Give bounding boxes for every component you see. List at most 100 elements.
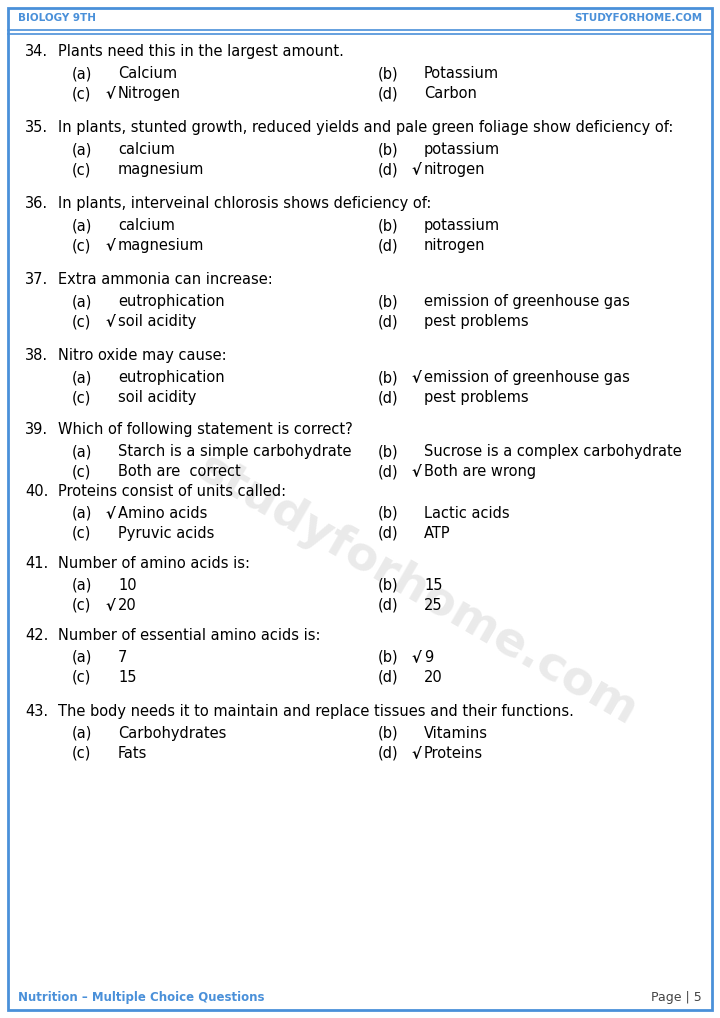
Text: √: √ — [411, 370, 420, 385]
Text: √: √ — [105, 314, 114, 329]
Text: In plants, stunted growth, reduced yields and pale green foliage show deficiency: In plants, stunted growth, reduced yield… — [58, 120, 673, 135]
Text: Fats: Fats — [118, 746, 148, 761]
Text: √: √ — [411, 464, 420, 479]
Text: calcium: calcium — [118, 218, 175, 233]
Text: 42.: 42. — [25, 628, 48, 643]
Text: (b): (b) — [378, 218, 399, 233]
Text: 41.: 41. — [25, 556, 48, 571]
Text: emission of greenhouse gas: emission of greenhouse gas — [424, 370, 630, 385]
Text: (d): (d) — [378, 238, 399, 253]
Text: eutrophication: eutrophication — [118, 294, 225, 309]
Text: BIOLOGY 9TH: BIOLOGY 9TH — [18, 13, 96, 23]
Text: In plants, interveinal chlorosis shows deficiency of:: In plants, interveinal chlorosis shows d… — [58, 196, 431, 211]
Text: ATP: ATP — [424, 526, 451, 541]
Text: Nitro oxide may cause:: Nitro oxide may cause: — [58, 348, 227, 363]
Text: √: √ — [105, 598, 114, 613]
Text: (a): (a) — [72, 578, 92, 593]
Text: (a): (a) — [72, 66, 92, 81]
Text: potassium: potassium — [424, 218, 500, 233]
Text: 35.: 35. — [25, 120, 48, 135]
Text: √: √ — [105, 238, 114, 253]
Text: (a): (a) — [72, 726, 92, 741]
Text: Number of essential amino acids is:: Number of essential amino acids is: — [58, 628, 320, 643]
Text: Proteins consist of units called:: Proteins consist of units called: — [58, 484, 286, 499]
Text: (d): (d) — [378, 526, 399, 541]
Text: (c): (c) — [72, 390, 91, 405]
Text: 20: 20 — [118, 598, 137, 613]
Text: Starch is a simple carbohydrate: Starch is a simple carbohydrate — [118, 444, 351, 459]
Text: magnesium: magnesium — [118, 238, 204, 253]
Text: 15: 15 — [424, 578, 443, 593]
Text: (d): (d) — [378, 162, 399, 177]
Text: Amino acids: Amino acids — [118, 506, 207, 521]
Text: Calcium: Calcium — [118, 66, 177, 81]
Text: (b): (b) — [378, 651, 399, 665]
Text: The body needs it to maintain and replace tissues and their functions.: The body needs it to maintain and replac… — [58, 704, 574, 719]
Text: pest problems: pest problems — [424, 390, 528, 405]
Text: (a): (a) — [72, 294, 92, 309]
Text: 20: 20 — [424, 670, 443, 685]
Text: 10: 10 — [118, 578, 137, 593]
Text: Carbon: Carbon — [424, 86, 477, 101]
Text: (d): (d) — [378, 314, 399, 329]
Text: Proteins: Proteins — [424, 746, 483, 761]
Text: Pyruvic acids: Pyruvic acids — [118, 526, 215, 541]
Text: 43.: 43. — [25, 704, 48, 719]
Text: 37.: 37. — [25, 272, 48, 287]
Text: soil acidity: soil acidity — [118, 390, 197, 405]
Text: STUDYFORHOME.COM: STUDYFORHOME.COM — [574, 13, 702, 23]
Text: (a): (a) — [72, 142, 92, 157]
Text: Page | 5: Page | 5 — [652, 992, 702, 1005]
Text: (d): (d) — [378, 670, 399, 685]
Text: Which of following statement is correct?: Which of following statement is correct? — [58, 422, 353, 437]
Text: Plants need this in the largest amount.: Plants need this in the largest amount. — [58, 44, 344, 59]
Text: (c): (c) — [72, 670, 91, 685]
Text: nitrogen: nitrogen — [424, 238, 485, 253]
Text: (c): (c) — [72, 86, 91, 101]
Text: 9: 9 — [424, 651, 433, 665]
Text: (b): (b) — [378, 66, 399, 81]
Text: √: √ — [411, 746, 420, 761]
Text: (c): (c) — [72, 464, 91, 479]
Text: √: √ — [411, 162, 420, 177]
Text: 34.: 34. — [25, 44, 48, 59]
Text: (b): (b) — [378, 142, 399, 157]
Text: calcium: calcium — [118, 142, 175, 157]
Text: (d): (d) — [378, 598, 399, 613]
Text: (c): (c) — [72, 314, 91, 329]
Text: Sucrose is a complex carbohydrate: Sucrose is a complex carbohydrate — [424, 444, 682, 459]
Text: (c): (c) — [72, 598, 91, 613]
Text: √: √ — [105, 506, 114, 521]
Text: studyforhome.com: studyforhome.com — [190, 446, 645, 735]
Text: (d): (d) — [378, 464, 399, 479]
Text: 38.: 38. — [25, 348, 48, 363]
Text: (d): (d) — [378, 86, 399, 101]
Text: (a): (a) — [72, 506, 92, 521]
Text: (a): (a) — [72, 651, 92, 665]
Text: √: √ — [411, 651, 420, 665]
Text: Potassium: Potassium — [424, 66, 499, 81]
Text: (b): (b) — [378, 506, 399, 521]
Text: Vitamins: Vitamins — [424, 726, 488, 741]
Text: (d): (d) — [378, 746, 399, 761]
Text: (d): (d) — [378, 390, 399, 405]
Text: 39.: 39. — [25, 422, 48, 437]
Text: (a): (a) — [72, 218, 92, 233]
Text: (b): (b) — [378, 578, 399, 593]
Text: emission of greenhouse gas: emission of greenhouse gas — [424, 294, 630, 309]
Text: Nutrition – Multiple Choice Questions: Nutrition – Multiple Choice Questions — [18, 992, 264, 1005]
Text: (b): (b) — [378, 370, 399, 385]
Text: Nitrogen: Nitrogen — [118, 86, 181, 101]
Text: nitrogen: nitrogen — [424, 162, 485, 177]
Text: magnesium: magnesium — [118, 162, 204, 177]
Text: Both are  correct: Both are correct — [118, 464, 240, 479]
Text: Number of amino acids is:: Number of amino acids is: — [58, 556, 250, 571]
Text: (c): (c) — [72, 526, 91, 541]
Text: Extra ammonia can increase:: Extra ammonia can increase: — [58, 272, 273, 287]
Text: (b): (b) — [378, 444, 399, 459]
Text: 36.: 36. — [25, 196, 48, 211]
Text: (a): (a) — [72, 444, 92, 459]
Text: Carbohydrates: Carbohydrates — [118, 726, 226, 741]
Text: √: √ — [105, 86, 114, 101]
Text: 40.: 40. — [25, 484, 48, 499]
